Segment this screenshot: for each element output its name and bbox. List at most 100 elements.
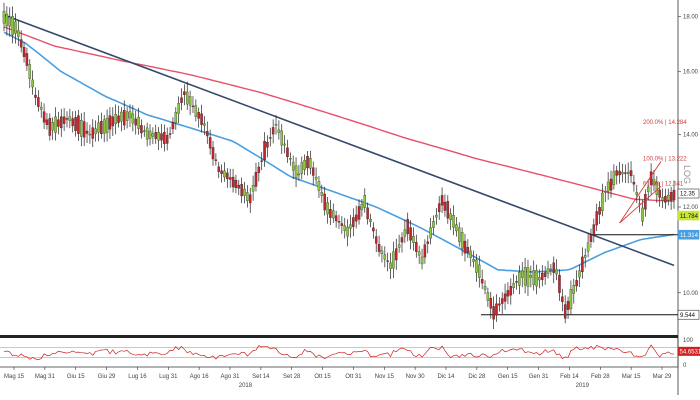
candle-body — [598, 207, 601, 215]
candle-body — [283, 143, 286, 146]
candle-body — [583, 254, 587, 258]
candle-body — [423, 244, 427, 258]
x-tick-label: Mag 31 — [35, 374, 56, 380]
candle-body — [14, 21, 17, 34]
candle-body — [558, 275, 561, 293]
candle-body — [432, 221, 435, 228]
candle-body — [372, 227, 375, 232]
candle-body — [274, 124, 278, 126]
candle-body — [240, 184, 243, 197]
candle-body — [475, 259, 478, 273]
candle-body — [100, 121, 103, 135]
candle-body — [437, 203, 441, 213]
candle-body — [111, 116, 115, 127]
candle-body — [523, 267, 527, 286]
candle-body — [334, 215, 338, 222]
y-tick-label: 10.00 — [683, 291, 699, 297]
fib-level-label: 200.0% | 14.284 — [643, 120, 687, 126]
candle-body — [17, 30, 20, 37]
candle-body — [228, 177, 232, 180]
candle-body — [220, 170, 223, 174]
candle-body — [94, 128, 97, 135]
candle-body — [248, 194, 252, 204]
candle-body — [291, 161, 295, 171]
candle-body — [85, 130, 89, 134]
candle-body — [383, 254, 387, 260]
candle-body — [509, 286, 513, 296]
candle-body — [42, 111, 46, 123]
candle-body — [586, 242, 590, 252]
candle-body — [443, 201, 447, 211]
candle-body — [68, 116, 72, 121]
candle-body — [572, 284, 576, 294]
x-tick-label: Mar 15 — [622, 374, 641, 380]
candle-body — [260, 160, 263, 162]
candle-body — [609, 178, 613, 191]
downtrend-line — [3, 14, 675, 267]
osc-last-value: 54.6531 — [680, 350, 700, 356]
candle-body — [406, 219, 409, 235]
y-tick-label: 16.00 — [683, 70, 699, 76]
fib-level-label: 100.0% | 13.222 — [643, 156, 687, 162]
x-tick-label: Nov 15 — [375, 374, 395, 380]
candle-body — [380, 250, 384, 255]
candle-body — [429, 227, 432, 239]
candle-body — [386, 260, 389, 262]
candle-body — [165, 135, 169, 144]
candle-body — [102, 119, 106, 134]
candle-body — [426, 241, 430, 244]
candle-body — [581, 256, 584, 273]
x-tick-label: Gen 31 — [529, 374, 549, 380]
candle-body — [621, 172, 624, 175]
candle-body — [289, 158, 292, 160]
candle-body — [392, 251, 395, 269]
oscillator-panel: 10050054.6531 — [0, 338, 700, 369]
candle-body — [8, 16, 11, 27]
candle-body — [140, 125, 143, 134]
candle-body — [217, 166, 220, 172]
candle-body — [237, 184, 241, 189]
candle-body — [88, 133, 92, 136]
candle-body — [203, 123, 206, 126]
candle-body — [589, 234, 593, 242]
candle-body — [601, 192, 604, 212]
candle-body — [269, 137, 272, 139]
fib-line — [619, 185, 662, 224]
candle-body — [629, 170, 633, 177]
candle-body — [214, 159, 218, 161]
candle-body — [303, 160, 306, 171]
candle-body — [39, 106, 43, 110]
candle-body — [226, 172, 229, 180]
x-tick-label: Giu 29 — [98, 374, 116, 380]
candle-body — [632, 181, 636, 185]
candle-body — [415, 242, 418, 252]
candle-body — [137, 116, 140, 129]
candle-body — [595, 211, 598, 226]
candle-body — [397, 244, 401, 248]
candle-body — [366, 207, 369, 220]
candle-body — [45, 119, 49, 125]
x-tick-label: Ott 31 — [345, 374, 362, 380]
candle-body — [148, 130, 152, 139]
candle-body — [472, 259, 475, 262]
candle-body — [194, 105, 198, 117]
candle-body — [143, 130, 146, 132]
x-axis: Mag 15 Mag 31 Giu 15 Giu 29 Lug 16 Lug 31 Ago … — [0, 366, 678, 389]
candle-body — [125, 111, 129, 121]
candle-body — [28, 64, 32, 79]
candle-body — [317, 181, 321, 191]
candle-body — [271, 127, 275, 135]
candle-body — [566, 301, 570, 310]
candle-body — [518, 272, 521, 286]
candle-body — [340, 223, 344, 226]
candle-body — [82, 121, 86, 138]
short-moving-average-line — [3, 31, 675, 273]
candle-body — [145, 127, 149, 140]
candle-body — [309, 158, 312, 169]
long-moving-average-line — [3, 26, 675, 202]
candle-body — [646, 186, 650, 192]
candle-body — [323, 193, 326, 211]
candle-body — [538, 277, 541, 281]
candle-body — [60, 116, 63, 129]
candle-body — [134, 118, 137, 126]
